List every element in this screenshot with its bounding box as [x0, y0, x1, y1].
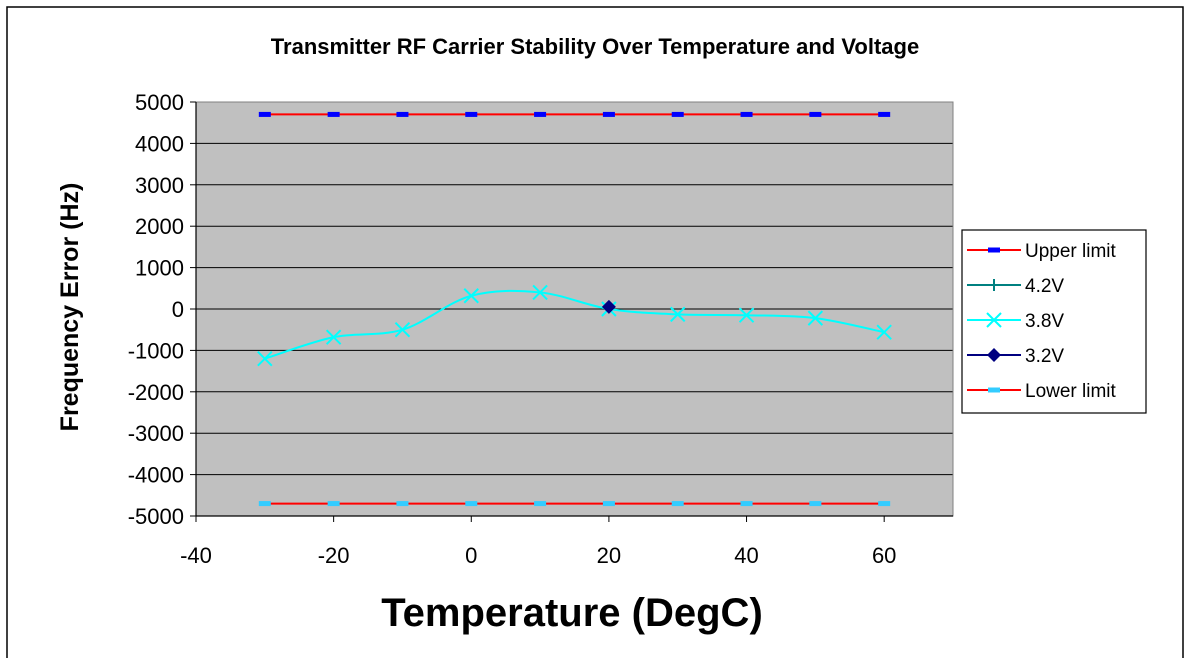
- marker-stroke: [986, 312, 1002, 328]
- data-point: [465, 111, 478, 117]
- y-tick-label: -3000: [128, 421, 184, 446]
- marker-stroke: [325, 329, 342, 345]
- data-point: [809, 111, 822, 117]
- data-point: [534, 111, 547, 117]
- y-tick-label: 1000: [135, 256, 184, 281]
- data-point: [534, 501, 547, 507]
- legend-label: Lower limit: [1025, 381, 1117, 402]
- x-tick-label: 40: [734, 543, 758, 568]
- chart-title: Transmitter RF Carrier Stability Over Te…: [271, 34, 919, 59]
- legend-label: 3.2V: [1025, 346, 1064, 367]
- series-line: [264, 289, 885, 360]
- data-point: [327, 501, 340, 507]
- x-tick-label: 60: [872, 543, 896, 568]
- legend-marker: [988, 279, 1000, 291]
- marker-stroke: [532, 284, 548, 301]
- data-point: [396, 111, 409, 117]
- data-point: [809, 501, 822, 507]
- legend-label: Upper limit: [1025, 241, 1117, 262]
- data-point: [876, 324, 892, 340]
- legend-item: 3.2V: [967, 346, 1064, 367]
- data-point: [807, 310, 824, 326]
- marker-stroke: [257, 350, 273, 367]
- legend-item: Lower limit: [967, 381, 1117, 402]
- y-axis-label: Frequency Error (Hz): [56, 183, 84, 432]
- data-point: [740, 501, 753, 507]
- data-point: [258, 111, 271, 117]
- data-point: [394, 321, 411, 338]
- plot-area: 500040003000200010000-1000-2000-3000-400…: [128, 90, 954, 568]
- legend-item: 3.8V: [967, 311, 1064, 332]
- data-point: [463, 288, 479, 304]
- data-point: [878, 111, 891, 117]
- data-point: [257, 350, 273, 367]
- data-point: [325, 329, 342, 345]
- data-point: [740, 111, 753, 117]
- data-point: [532, 284, 548, 301]
- y-tick-label: 3000: [135, 173, 184, 198]
- y-tick-label: 0: [172, 297, 184, 322]
- y-tick-label: 5000: [135, 90, 184, 115]
- data-point: [878, 501, 891, 507]
- data-point: [602, 501, 615, 507]
- x-tick-label: 0: [465, 543, 477, 568]
- y-tick-label: -1000: [128, 338, 184, 363]
- y-tick-label: -2000: [128, 380, 184, 405]
- data-point: [465, 501, 478, 507]
- y-tick-label: 2000: [135, 214, 184, 239]
- legend-marker: [988, 247, 1000, 253]
- y-tick-label: -5000: [128, 504, 184, 529]
- marker-stroke: [738, 307, 755, 323]
- x-tick-label: -20: [318, 543, 350, 568]
- data-point: [258, 501, 271, 507]
- legend-marker: [988, 387, 1000, 393]
- data-point: [327, 111, 340, 117]
- legend-item: 4.2V: [967, 276, 1064, 297]
- data-point: [670, 306, 686, 323]
- legend: Upper limit 4.2V 3.8V 3.2V Lower limit: [961, 229, 1147, 414]
- data-point: [738, 307, 755, 323]
- series-upper-limit: [258, 111, 891, 117]
- marker-stroke: [463, 288, 479, 304]
- data-point: [671, 501, 684, 507]
- x-tick-label: 20: [597, 543, 621, 568]
- series-lower-limit: [258, 501, 891, 507]
- legend-marker: [987, 348, 1001, 362]
- series-3-8v: [257, 284, 892, 367]
- series-3-2v: [601, 299, 616, 314]
- data-point: [671, 111, 684, 117]
- marker-stroke: [876, 324, 892, 340]
- x-tick-label: -40: [180, 543, 212, 568]
- y-tick-label: -4000: [128, 463, 184, 488]
- data-point: [602, 111, 615, 117]
- legend-marker: [986, 312, 1002, 328]
- legend-item: Upper limit: [967, 241, 1117, 262]
- marker-stroke: [394, 321, 411, 338]
- data-point: [396, 501, 409, 507]
- marker-stroke: [807, 310, 824, 326]
- data-point: [601, 299, 616, 314]
- legend-label: 4.2V: [1025, 276, 1064, 297]
- marker-stroke: [670, 306, 686, 323]
- x-axis-label: Temperature (DegC): [381, 591, 763, 635]
- y-tick-label: 4000: [135, 131, 184, 156]
- legend-label: 3.8V: [1025, 311, 1064, 332]
